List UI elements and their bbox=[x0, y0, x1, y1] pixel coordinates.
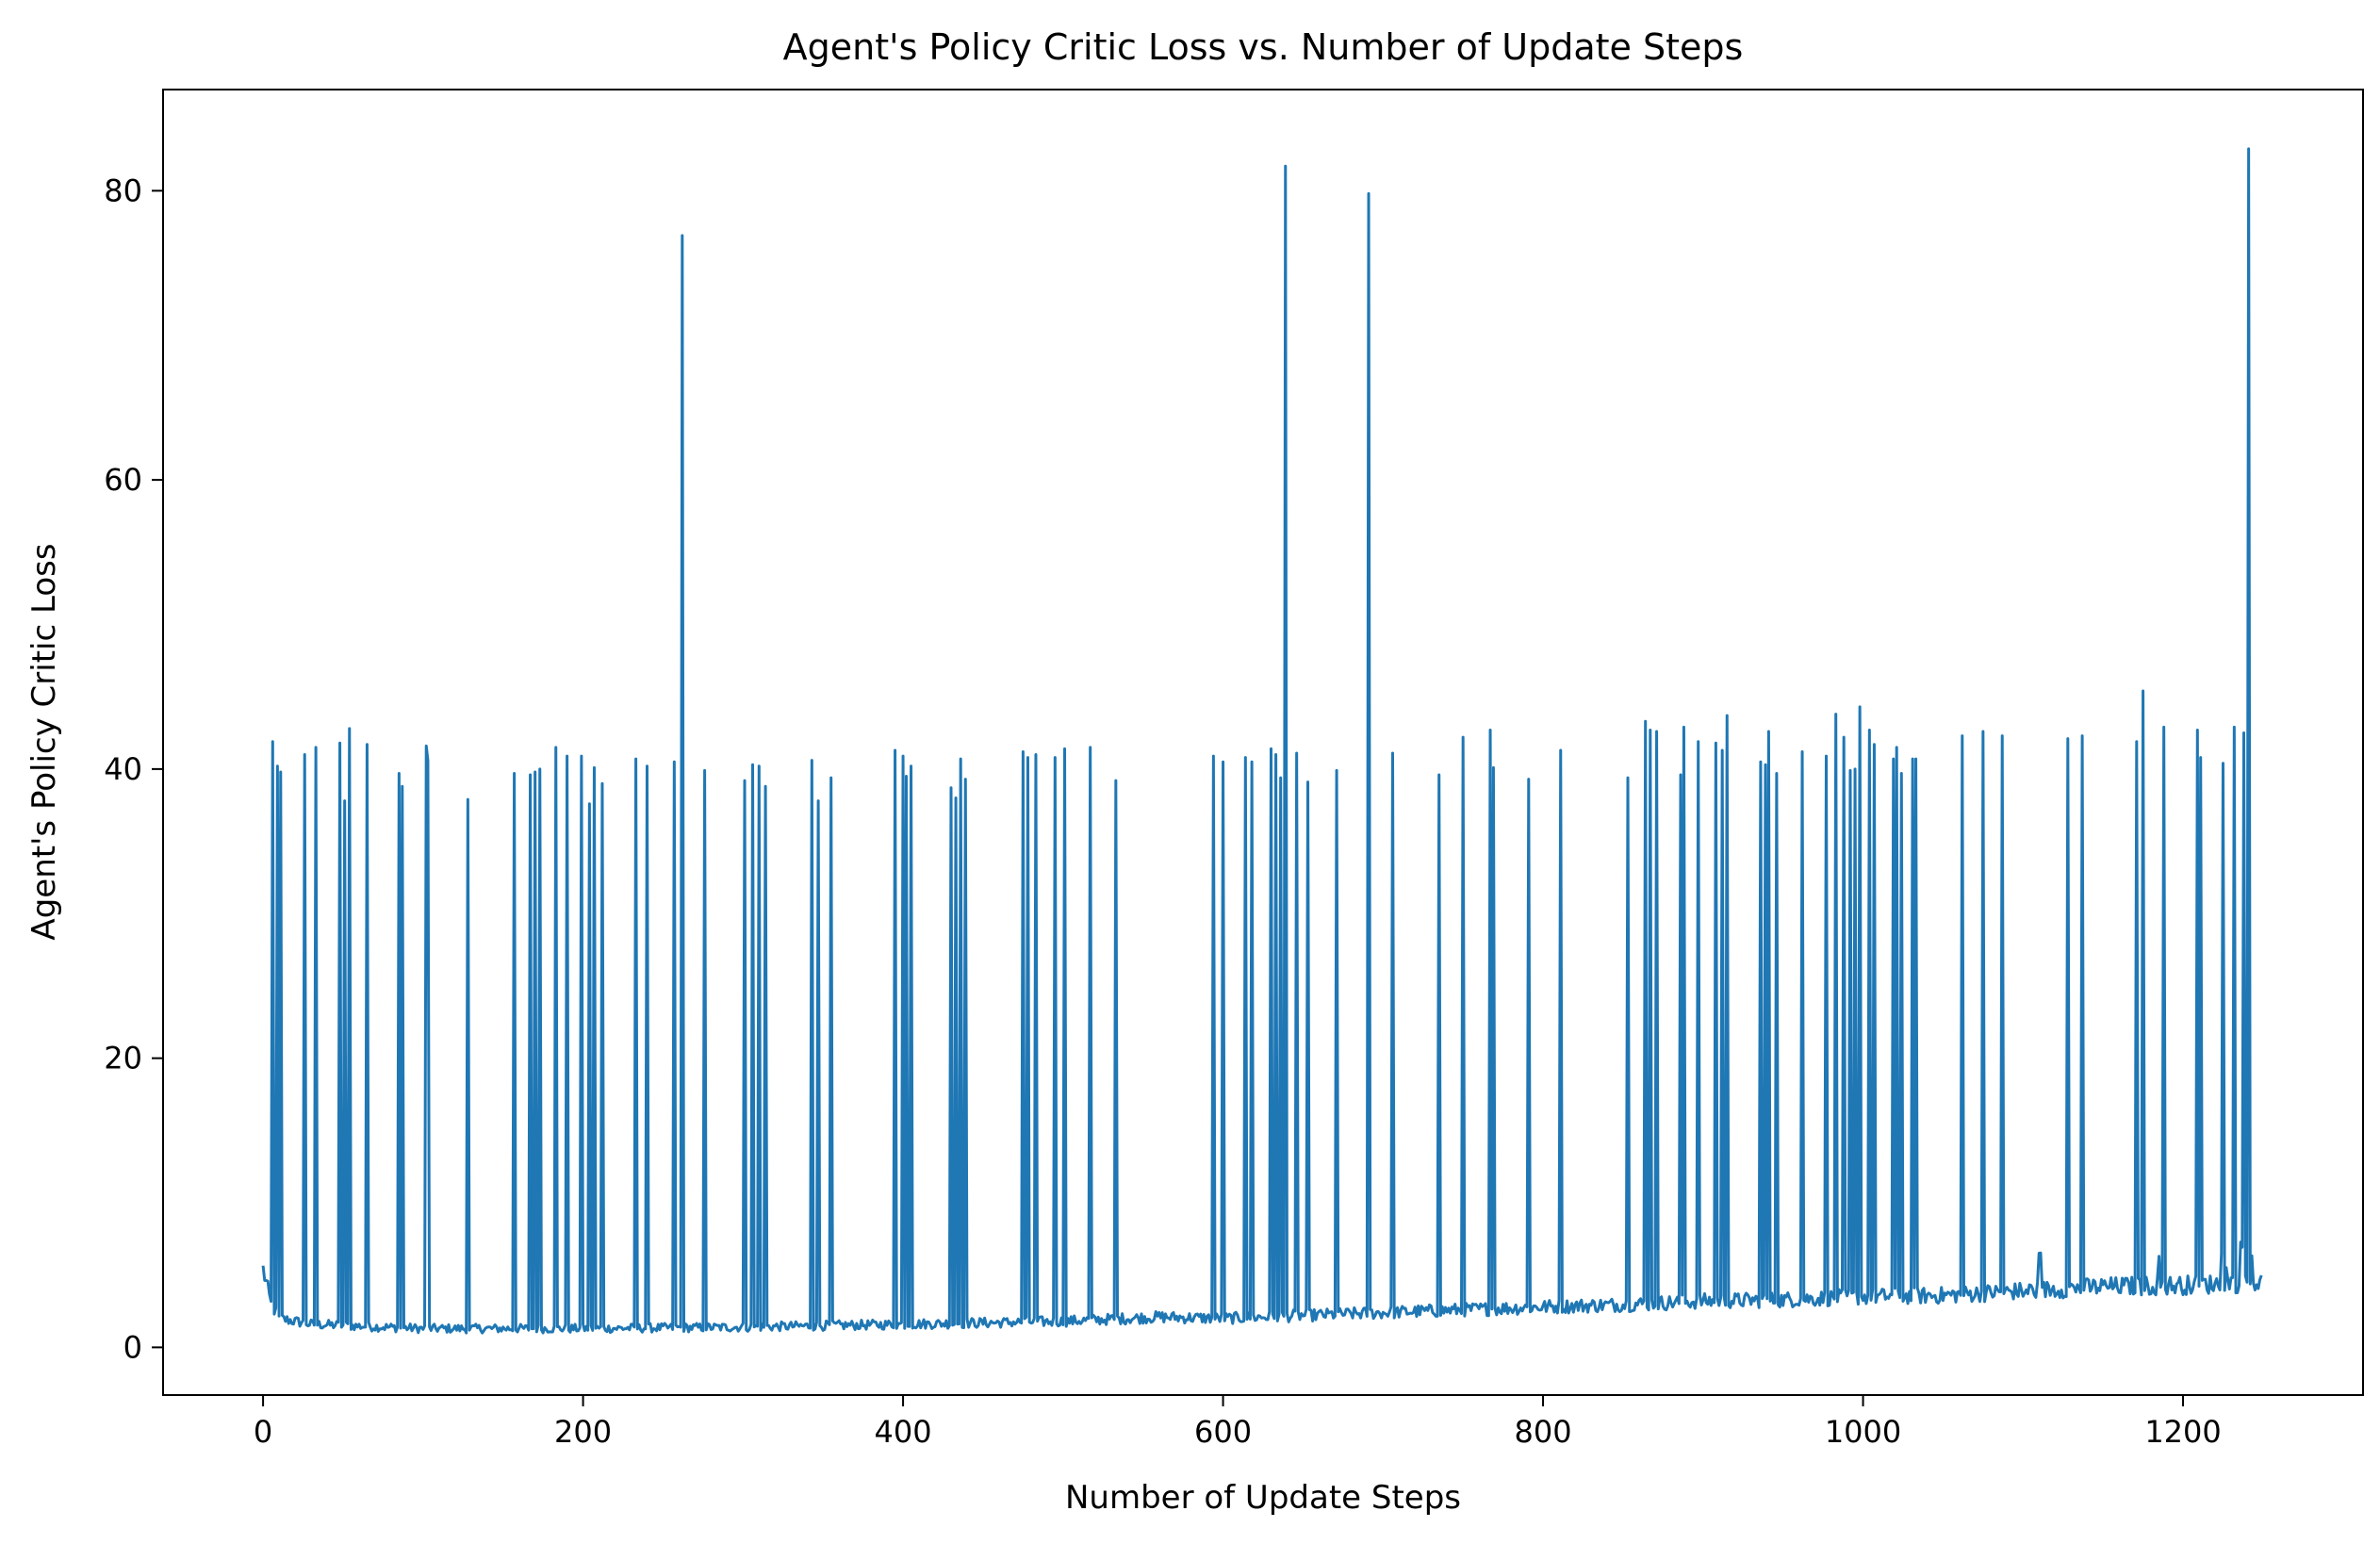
axes-frame bbox=[162, 89, 2364, 1396]
x-tick-label: 1000 bbox=[1825, 1414, 1901, 1450]
x-tick-label: 0 bbox=[254, 1414, 272, 1450]
y-axis: 0 20 40 60 80 bbox=[104, 172, 163, 1365]
x-tick-label: 600 bbox=[1194, 1414, 1252, 1450]
y-tick-label: 20 bbox=[104, 1041, 142, 1076]
x-tick-label: 1200 bbox=[2144, 1414, 2221, 1450]
x-tick-label: 400 bbox=[875, 1414, 932, 1450]
y-axis-label: Agent's Policy Critic Loss bbox=[25, 543, 63, 940]
y-tick-label: 60 bbox=[104, 462, 142, 498]
plot-area bbox=[162, 89, 2364, 1396]
y-tick-label: 0 bbox=[123, 1329, 142, 1365]
x-tick-label: 800 bbox=[1515, 1414, 1572, 1450]
series-line bbox=[261, 147, 2263, 1335]
x-axis-label: Number of Update Steps bbox=[1065, 1479, 1461, 1517]
y-tick-label: 80 bbox=[104, 172, 142, 208]
x-axis: 0 200 400 600 800 1000 1200 bbox=[254, 1395, 2222, 1450]
chart-title: Agent's Policy Critic Loss vs. Number of… bbox=[783, 26, 1744, 68]
x-tick-label: 200 bbox=[554, 1414, 612, 1450]
y-tick-label: 40 bbox=[104, 751, 142, 787]
